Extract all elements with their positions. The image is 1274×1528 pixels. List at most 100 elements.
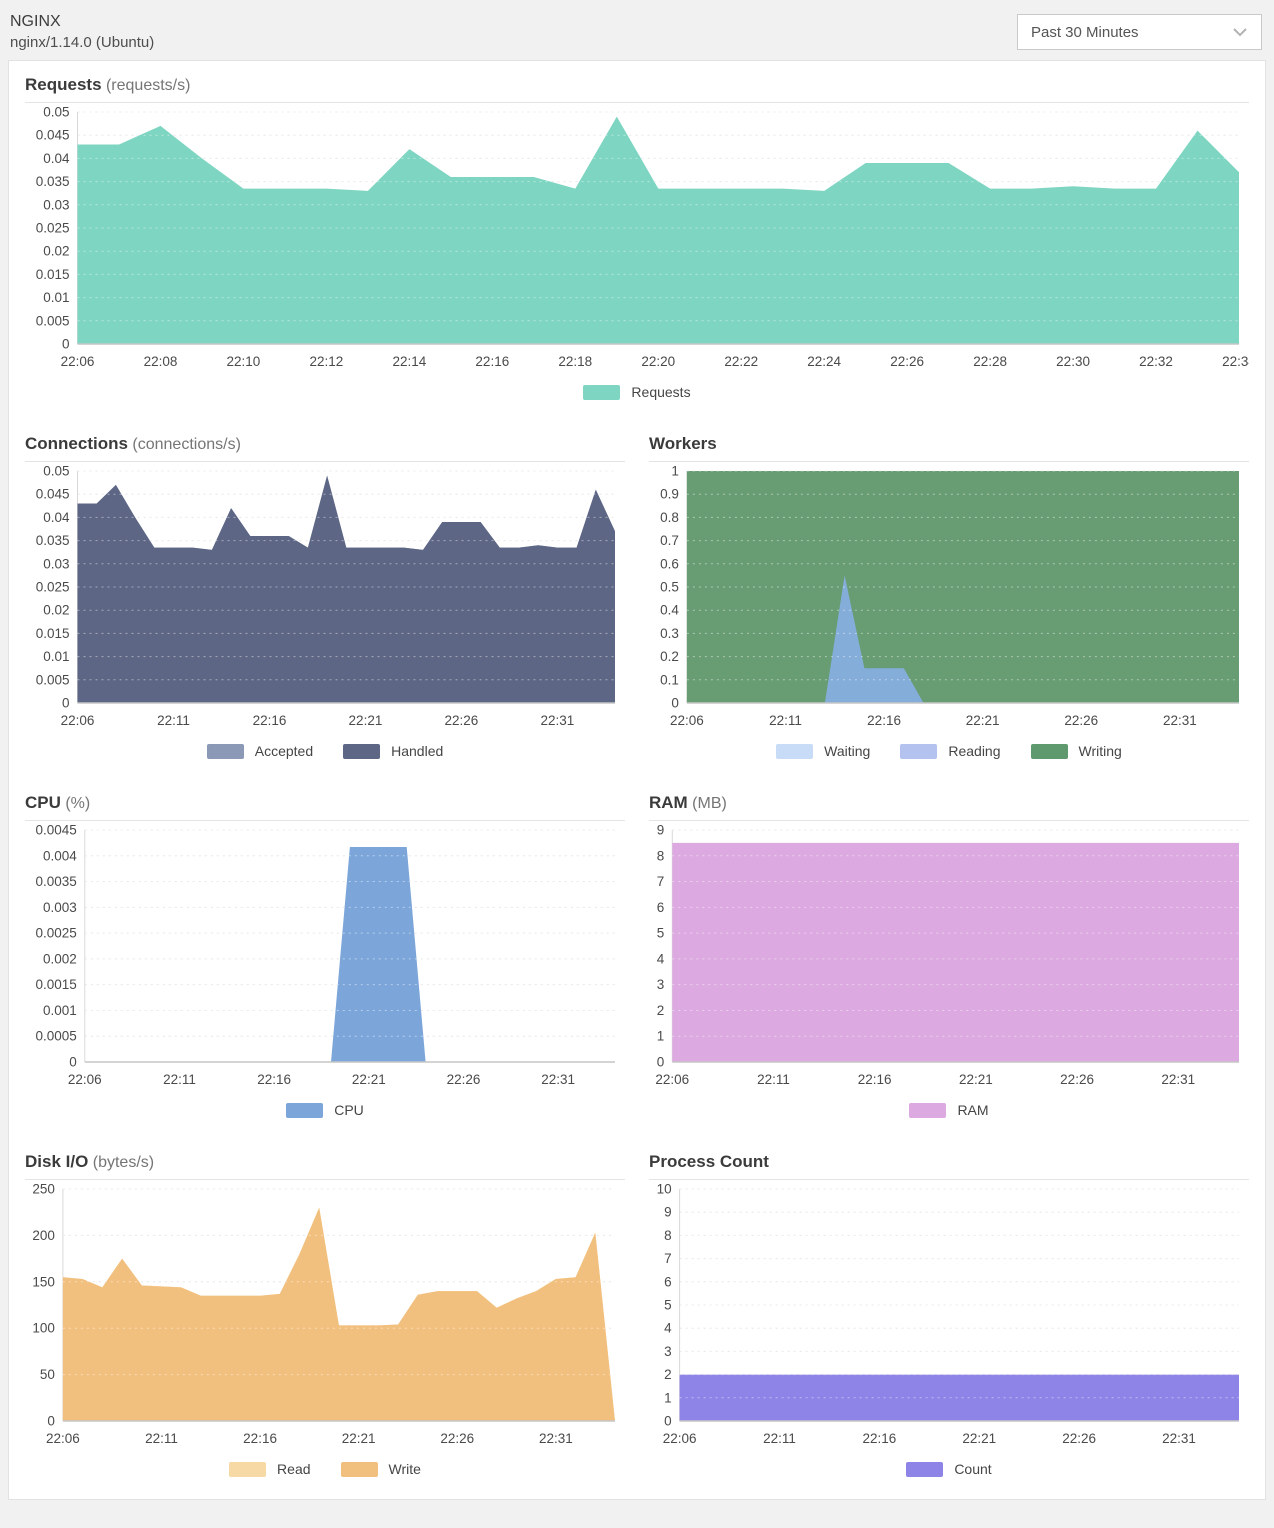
chart-legend-ram: RAM: [649, 1102, 1249, 1118]
svg-text:0.6: 0.6: [660, 556, 679, 571]
chart-ram: RAM (MB) 0 1 2 3 4 5 6 7 8 9 22:06 22:11 22:16 22:21 22…: [649, 791, 1249, 1118]
legend-item-writing[interactable]: Writing: [1030, 743, 1122, 759]
legend-item-cpu[interactable]: CPU: [286, 1102, 364, 1118]
legend-item-waiting[interactable]: Waiting: [776, 743, 870, 759]
svg-text:8: 8: [664, 1228, 672, 1243]
chart-plot-connections[interactable]: 0 0.005 0.01 0.015 0.02 0.025 0.03 0.035 0.04 0.0…: [25, 465, 625, 737]
svg-text:22:10: 22:10: [227, 354, 261, 369]
chart-plot-disk-io[interactable]: 0 50 100 150 200 250 22:06 22:11 22:16 22:21 22:26…: [25, 1183, 625, 1455]
svg-text:22:16: 22:16: [253, 713, 287, 728]
svg-text:1: 1: [664, 1390, 672, 1405]
legend-label: Reading: [948, 743, 1001, 759]
svg-text:22:11: 22:11: [763, 1431, 796, 1446]
svg-text:22:31: 22:31: [1163, 713, 1197, 728]
chart-plot-workers[interactable]: 0 0.1 0.2 0.3 0.4 0.5 0.6 0.7 0.8 0.9 1 22:06 22:11 2…: [649, 465, 1249, 737]
legend-item-count[interactable]: Count: [906, 1461, 992, 1477]
svg-text:0.045: 0.045: [36, 487, 70, 502]
legend-swatch: [776, 743, 814, 759]
svg-text:1: 1: [657, 1029, 665, 1044]
time-range-select[interactable]: Past 30 Minutes: [1017, 14, 1262, 50]
time-range-value: Past 30 Minutes: [1031, 23, 1139, 41]
svg-text:22:06: 22:06: [655, 1072, 689, 1087]
svg-text:0.0015: 0.0015: [36, 977, 77, 992]
chart-header-cpu: CPU (%): [25, 791, 625, 821]
svg-text:9: 9: [657, 824, 665, 838]
chart-header-workers: Workers: [649, 432, 1249, 462]
page-header: NGINX nginx/1.14.0 (Ubuntu) Past 30 Minu…: [0, 0, 1274, 60]
chart-unit: (requests/s): [101, 77, 191, 94]
svg-text:22:21: 22:21: [966, 713, 1000, 728]
svg-text:22:06: 22:06: [670, 713, 704, 728]
chart-legend-connections: Accepted Handled: [25, 743, 625, 759]
chart-title: CPU: [25, 793, 61, 812]
series-cpu: [84, 847, 616, 1062]
svg-text:22:06: 22:06: [68, 1072, 102, 1087]
legend-item-handled[interactable]: Handled: [343, 743, 443, 759]
page-title: NGINX: [10, 13, 61, 30]
svg-text:22:16: 22:16: [243, 1431, 277, 1446]
svg-text:22:21: 22:21: [352, 1072, 386, 1087]
svg-text:0.015: 0.015: [36, 267, 70, 282]
svg-text:22:31: 22:31: [541, 713, 575, 728]
chart-header-disk-io: Disk I/O (bytes/s): [25, 1150, 625, 1180]
svg-text:0.02: 0.02: [43, 603, 69, 618]
legend-item-accepted[interactable]: Accepted: [206, 743, 313, 759]
chart-plot-cpu[interactable]: 0 0.0005 0.001 0.0015 0.002 0.0025 0.003 0.0035…: [25, 824, 625, 1096]
legend-swatch: [583, 384, 621, 400]
series-write: [62, 1207, 615, 1421]
svg-text:22:06: 22:06: [61, 354, 95, 369]
chart-legend-process-count: Count: [649, 1461, 1249, 1477]
svg-text:22:21: 22:21: [349, 713, 383, 728]
legend-swatch: [340, 1461, 378, 1477]
svg-text:22:08: 22:08: [144, 354, 178, 369]
legend-swatch: [286, 1102, 324, 1118]
svg-text:0.003: 0.003: [43, 900, 77, 915]
svg-text:22:26: 22:26: [890, 354, 924, 369]
svg-text:0: 0: [47, 1414, 55, 1429]
svg-text:0: 0: [62, 696, 70, 711]
svg-text:0.05: 0.05: [43, 106, 69, 120]
svg-text:22:11: 22:11: [757, 1072, 790, 1087]
svg-text:22:21: 22:21: [342, 1431, 376, 1446]
legend-item-ram[interactable]: RAM: [909, 1102, 989, 1118]
legend-item-reading[interactable]: Reading: [900, 743, 1001, 759]
svg-text:0: 0: [69, 1055, 77, 1070]
series-ram: [672, 842, 1239, 1062]
svg-text:0.025: 0.025: [36, 580, 70, 595]
chart-title: Requests: [25, 75, 102, 94]
svg-text:0.02: 0.02: [43, 244, 69, 259]
chevron-down-icon: [1233, 28, 1247, 37]
svg-text:22:16: 22:16: [475, 354, 509, 369]
svg-text:0.04: 0.04: [43, 510, 70, 525]
svg-text:22:12: 22:12: [309, 354, 343, 369]
chart-plot-process-count[interactable]: 0 1 2 3 4 5 6 7 8 9 10 22:06 22:11 22:16 22:21 22:26 22:…: [649, 1183, 1249, 1455]
chart-requests: Requests (requests/s) 0 0.005 0.01 0.015 0.02…: [25, 73, 1249, 400]
svg-text:250: 250: [32, 1183, 55, 1197]
svg-text:7: 7: [664, 1251, 672, 1266]
svg-text:50: 50: [40, 1367, 55, 1382]
svg-text:0.03: 0.03: [43, 197, 69, 212]
svg-text:0.005: 0.005: [36, 672, 70, 687]
svg-text:0.03: 0.03: [43, 556, 69, 571]
svg-text:22:26: 22:26: [1062, 1431, 1096, 1446]
svg-text:0.005: 0.005: [36, 313, 70, 328]
chart-legend-disk-io: Read Write: [25, 1461, 625, 1477]
svg-text:22:34: 22:34: [1222, 354, 1249, 369]
svg-text:22:32: 22:32: [1139, 354, 1173, 369]
chart-plot-requests[interactable]: 0 0.005 0.01 0.015 0.02 0.025 0.03 0.035 0.04 0.0…: [25, 106, 1249, 378]
svg-text:0.004: 0.004: [43, 848, 77, 863]
svg-text:0.3: 0.3: [660, 626, 679, 641]
svg-text:7: 7: [657, 874, 665, 889]
svg-text:5: 5: [664, 1298, 672, 1313]
chart-unit: (%): [60, 795, 91, 812]
chart-plot-ram[interactable]: 0 1 2 3 4 5 6 7 8 9 22:06 22:11 22:16 22:21 22:26 22:31: [649, 824, 1249, 1096]
svg-text:9: 9: [664, 1205, 672, 1220]
svg-text:0: 0: [62, 337, 70, 352]
legend-item-write[interactable]: Write: [340, 1461, 421, 1477]
legend-item-requests[interactable]: Requests: [583, 384, 691, 400]
legend-item-read[interactable]: Read: [229, 1461, 311, 1477]
legend-swatch: [906, 1461, 944, 1477]
svg-text:0.035: 0.035: [36, 533, 70, 548]
svg-text:22:30: 22:30: [1056, 354, 1090, 369]
chart-title: Workers: [649, 434, 717, 453]
